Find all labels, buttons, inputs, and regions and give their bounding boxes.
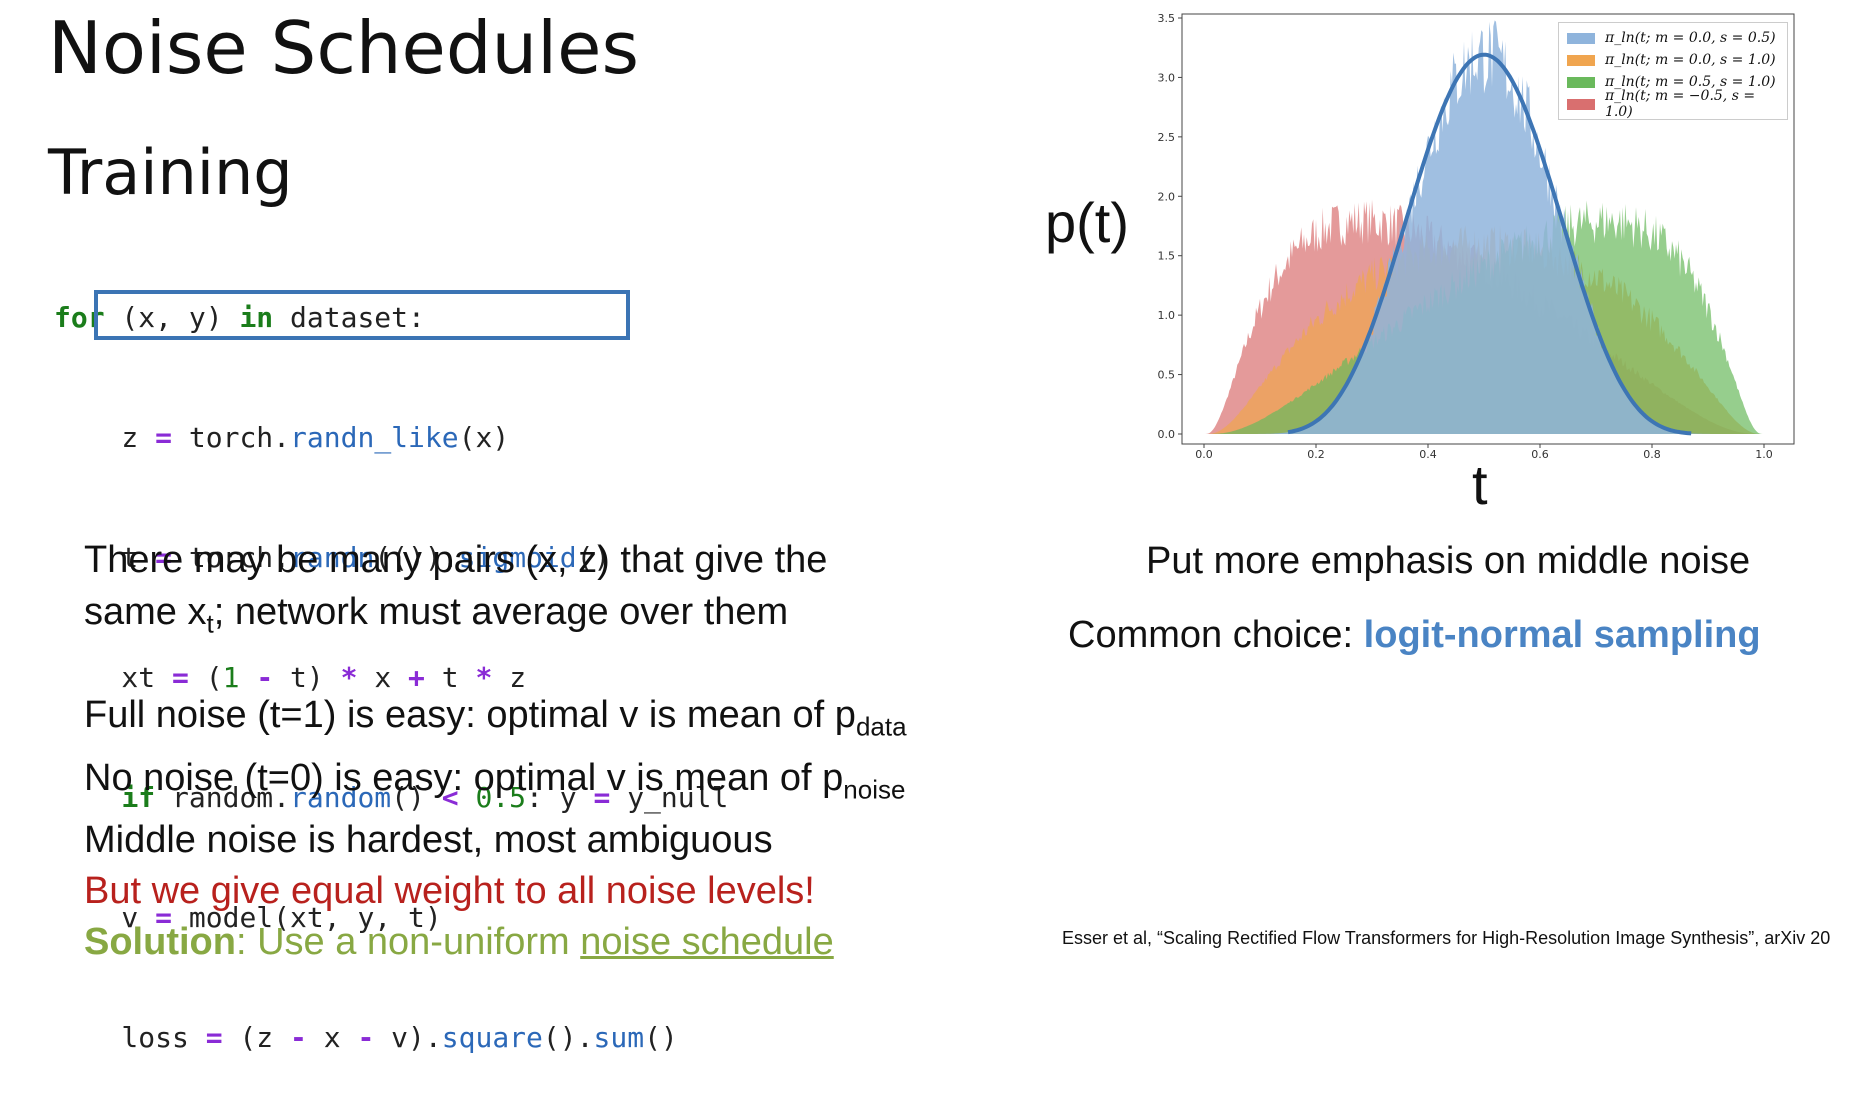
y-tick-label-0.5: 0.5 bbox=[1158, 369, 1176, 382]
legend-entry-3: π_ln(t; m = −0.5, s = 1.0) bbox=[1567, 88, 1787, 120]
legend-entry-0: π_ln(t; m = 0.0, s = 0.5) bbox=[1567, 27, 1776, 49]
middle-noise-line: Middle noise is hardest, most ambiguous bbox=[84, 819, 773, 862]
x-axis-label: t bbox=[1472, 453, 1488, 516]
emphasis-caption: Put more emphasis on middle noise bbox=[1146, 540, 1751, 582]
code-line-4: xt = (1 - t) * x + t * z bbox=[54, 661, 527, 694]
legend-label-3: π_ln(t; m = −0.5, s = 1.0) bbox=[1604, 88, 1756, 120]
y-tick-label-2.5: 2.5 bbox=[1158, 131, 1176, 144]
x-tick-label-0.0: 0.0 bbox=[1195, 448, 1213, 461]
x-tick-label-0.6: 0.6 bbox=[1531, 448, 1549, 461]
slide-title: Noise Schedules bbox=[48, 6, 639, 90]
x-tick-label-0.2: 0.2 bbox=[1307, 448, 1325, 461]
ambiguity-line-1: There may be many pairs (x, z) that give… bbox=[84, 539, 828, 581]
legend-swatch-3 bbox=[1567, 98, 1595, 110]
legend-label-0: π_ln(t; m = 0.0, s = 0.5) bbox=[1605, 30, 1776, 46]
legend-entry-1: π_ln(t; m = 0.0, s = 1.0) bbox=[1567, 49, 1776, 71]
x-tick-label-1.0: 1.0 bbox=[1755, 448, 1773, 461]
noise-level-list: Full noise (t=1) is easy: optimal v is m… bbox=[84, 690, 907, 968]
y-tick-label-1.5: 1.5 bbox=[1158, 250, 1176, 263]
ambiguity-paragraph: There may be many pairs (x, z) that give… bbox=[84, 534, 827, 650]
legend-label-1: π_ln(t; m = 0.0, s = 1.0) bbox=[1605, 52, 1776, 68]
y-tick-label-1.0: 1.0 bbox=[1158, 309, 1176, 322]
x-tick-label-0.8: 0.8 bbox=[1643, 448, 1661, 461]
citation: Esser et al, “Scaling Rectified Flow Tra… bbox=[1062, 928, 1831, 948]
code-line-7: loss = (z - x - v).square().sum() bbox=[54, 1021, 678, 1054]
y-axis-label: p(t) bbox=[1045, 191, 1129, 254]
common-choice-line: Common choice: logit-normal sampling bbox=[1068, 614, 1761, 656]
logit-normal-highlight: logit-normal sampling bbox=[1363, 614, 1761, 656]
code-line-2: z = torch.randn_like(x) bbox=[54, 421, 510, 454]
legend-swatch-0 bbox=[1567, 32, 1595, 44]
solution-line: Solution: Use a non-uniform noise schedu… bbox=[84, 921, 834, 964]
code-line-6: v = model(xt, y, t) bbox=[54, 901, 442, 934]
y-tick-label-0.0: 0.0 bbox=[1158, 428, 1176, 441]
noise-schedule-link[interactable]: noise schedule bbox=[580, 921, 834, 964]
y-tick-label-3.0: 3.0 bbox=[1158, 71, 1176, 84]
x-tick-label-0.4: 0.4 bbox=[1419, 448, 1437, 461]
legend-swatch-1 bbox=[1567, 54, 1595, 66]
legend-entry-2: π_ln(t; m = 0.5, s = 1.0) bbox=[1567, 71, 1776, 93]
code-highlight-box bbox=[94, 290, 630, 340]
y-tick-label-2.0: 2.0 bbox=[1158, 190, 1176, 203]
code-line-5: if random.random() < 0.5: y = y_null bbox=[121, 781, 729, 814]
full-noise-line: Full noise (t=1) is easy: optimal v is m… bbox=[84, 694, 907, 742]
legend-swatch-2 bbox=[1567, 76, 1595, 88]
ambiguity-line-2: same xt; network must average over them bbox=[84, 591, 789, 639]
chart-legend: π_ln(t; m = 0.0, s = 0.5) π_ln(t; m = 0.0… bbox=[1558, 22, 1788, 120]
section-heading-training: Training bbox=[48, 136, 293, 209]
code-line-1: for (x, y) in dataset: bbox=[54, 301, 425, 334]
density-outline bbox=[1287, 52, 1692, 436]
legend-label-2: π_ln(t; m = 0.5, s = 1.0) bbox=[1605, 74, 1776, 90]
series-area-0 bbox=[1204, 20, 1764, 435]
equal-weight-line: But we give equal weight to all noise le… bbox=[84, 870, 815, 913]
no-noise-line: No noise (t=0) is easy: optimal v is mea… bbox=[84, 756, 906, 805]
logit-normal-chart: 0.0 0.2 0.4 0.6 0.8 1.0 0.0 0.5 1.0 1.5 2.0 2.5 3.0 3… bbox=[1158, 12, 1795, 461]
code-line-3: t = torch.randn(()).sigmoid() bbox=[54, 541, 611, 574]
y-tick-label-3.5: 3.5 bbox=[1158, 12, 1176, 25]
